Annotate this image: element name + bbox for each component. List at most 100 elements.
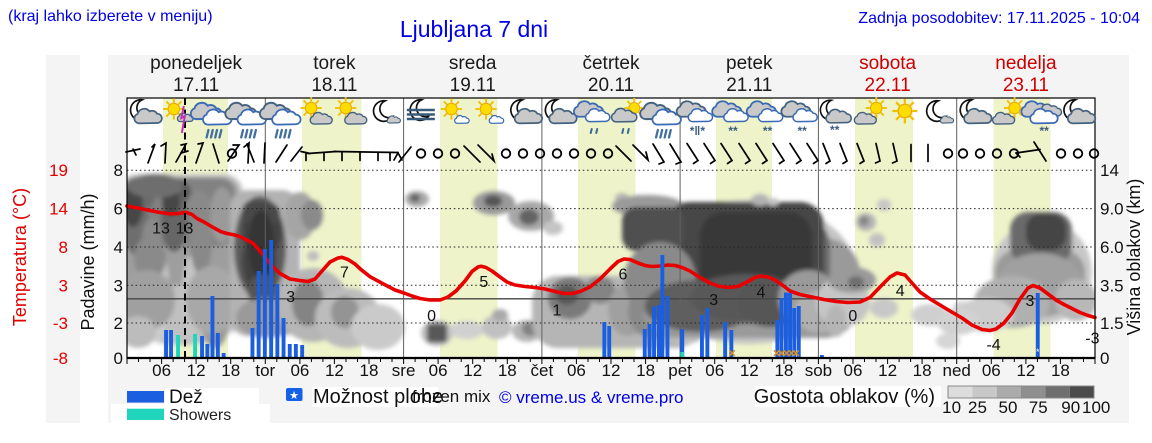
svg-text:21.11: 21.11 [726, 75, 772, 96]
svg-text:3: 3 [709, 292, 718, 309]
svg-text:Višina oblakov (km): Višina oblakov (km) [1124, 179, 1144, 336]
svg-text:×: × [778, 346, 786, 361]
svg-text:18: 18 [498, 361, 517, 380]
svg-text:6: 6 [618, 266, 627, 283]
svg-text:Padavine (mm/h): Padavine (mm/h) [78, 193, 98, 330]
svg-text:06: 06 [982, 361, 1001, 380]
svg-text:18: 18 [1051, 361, 1070, 380]
svg-text:18: 18 [913, 361, 932, 380]
svg-text:14: 14 [49, 200, 68, 219]
svg-text:-3: -3 [53, 314, 68, 333]
svg-text:100: 100 [1082, 398, 1110, 417]
svg-text:12: 12 [740, 361, 759, 380]
svg-text:06: 06 [844, 361, 863, 380]
svg-text:sre: sre [392, 361, 416, 380]
svg-text:75: 75 [1029, 398, 1048, 417]
svg-text:nedelja: nedelja [995, 53, 1057, 74]
svg-text:12: 12 [878, 361, 897, 380]
svg-text:18: 18 [221, 361, 240, 380]
svg-text:18: 18 [360, 361, 379, 380]
svg-text:petek: petek [726, 53, 773, 74]
svg-text:čet: čet [531, 361, 554, 380]
svg-text:-4: -4 [986, 337, 1000, 354]
svg-text:12: 12 [187, 361, 206, 380]
svg-text:13: 13 [176, 221, 194, 238]
svg-text:Temperatura (°C): Temperatura (°C) [10, 188, 30, 326]
svg-text:12: 12 [325, 361, 344, 380]
svg-text:17.11: 17.11 [173, 75, 219, 96]
svg-text:18: 18 [774, 361, 793, 380]
svg-text:torek: torek [313, 53, 356, 74]
svg-text:*‖*: *‖* [690, 124, 706, 138]
svg-text:ponedeljek: ponedeljek [150, 53, 242, 74]
svg-text:1.5: 1.5 [1100, 314, 1124, 333]
svg-text:4: 4 [896, 283, 905, 300]
svg-text:25: 25 [968, 398, 987, 417]
svg-text:×: × [783, 346, 791, 361]
svg-text:4: 4 [114, 238, 123, 257]
svg-text:×: × [792, 346, 800, 361]
svg-text:06: 06 [429, 361, 448, 380]
svg-text:sreda: sreda [449, 53, 497, 74]
svg-text:18: 18 [636, 361, 655, 380]
svg-text:4: 4 [757, 285, 766, 302]
svg-text:×: × [728, 346, 736, 361]
svg-text:★: ★ [289, 390, 299, 402]
svg-text:22.11: 22.11 [865, 75, 911, 96]
svg-text:0: 0 [848, 308, 857, 325]
svg-text:2: 2 [114, 314, 123, 333]
svg-text:*: * [1036, 347, 1040, 357]
svg-text:3.5: 3.5 [1100, 276, 1124, 295]
svg-text:06: 06 [152, 361, 171, 380]
svg-text:0: 0 [114, 349, 123, 368]
svg-text:Showers: Showers [169, 407, 231, 424]
svg-text:06: 06 [705, 361, 724, 380]
svg-text:×: × [788, 346, 796, 361]
svg-text:Možnost plohe: Možnost plohe [313, 386, 443, 408]
svg-text:13: 13 [152, 221, 170, 238]
svg-text:-3: -3 [1085, 331, 1099, 348]
svg-text:0: 0 [1100, 349, 1109, 368]
svg-text:četrtek: četrtek [582, 53, 640, 74]
svg-text:frozen mix: frozen mix [412, 387, 491, 406]
svg-text:pet: pet [668, 361, 692, 380]
svg-text:6: 6 [114, 200, 123, 219]
svg-text:3: 3 [59, 276, 68, 295]
svg-text:18.11: 18.11 [311, 75, 357, 96]
svg-text:(kraj lahko izberete v meniju): (kraj lahko izberete v meniju) [8, 8, 213, 25]
svg-text:8: 8 [59, 238, 68, 257]
svg-text:3: 3 [114, 276, 123, 295]
svg-text:7: 7 [340, 265, 349, 282]
svg-text:sob: sob [805, 361, 832, 380]
svg-text:14: 14 [1100, 161, 1119, 180]
svg-text:12: 12 [463, 361, 482, 380]
svg-text:06: 06 [567, 361, 586, 380]
svg-text:1: 1 [553, 303, 562, 320]
svg-text:3: 3 [1026, 293, 1035, 310]
svg-text:50: 50 [999, 398, 1018, 417]
svg-text:×: × [773, 346, 781, 361]
svg-text:0: 0 [427, 308, 436, 325]
svg-text:9.0: 9.0 [1100, 200, 1124, 219]
svg-text:© vreme.us & vreme.pro: © vreme.us & vreme.pro [499, 388, 683, 407]
svg-text:ned: ned [943, 361, 971, 380]
svg-text:tor: tor [255, 361, 275, 380]
svg-text:20.11: 20.11 [588, 75, 634, 96]
svg-text:6.0: 6.0 [1100, 238, 1124, 257]
svg-text:Ljubljana 7 dni: Ljubljana 7 dni [400, 16, 548, 42]
svg-text:sobota: sobota [859, 53, 916, 74]
svg-text:-8: -8 [53, 349, 68, 368]
svg-text:19.11: 19.11 [450, 75, 496, 96]
svg-text:8: 8 [114, 161, 123, 180]
svg-text:Zadnja posodobitev: 17.11.2025: Zadnja posodobitev: 17.11.2025 - 10:04 [858, 10, 1140, 27]
svg-text:Dež: Dež [169, 387, 203, 408]
svg-text:23.11: 23.11 [1003, 75, 1049, 96]
svg-text:5: 5 [479, 274, 488, 291]
svg-text:12: 12 [602, 361, 621, 380]
svg-text:19: 19 [49, 161, 68, 180]
svg-text:12: 12 [1016, 361, 1035, 380]
svg-text:06: 06 [290, 361, 309, 380]
svg-text:3: 3 [286, 289, 295, 306]
svg-text:Gostota oblakov (%): Gostota oblakov (%) [754, 386, 935, 408]
svg-text:10: 10 [942, 398, 961, 417]
